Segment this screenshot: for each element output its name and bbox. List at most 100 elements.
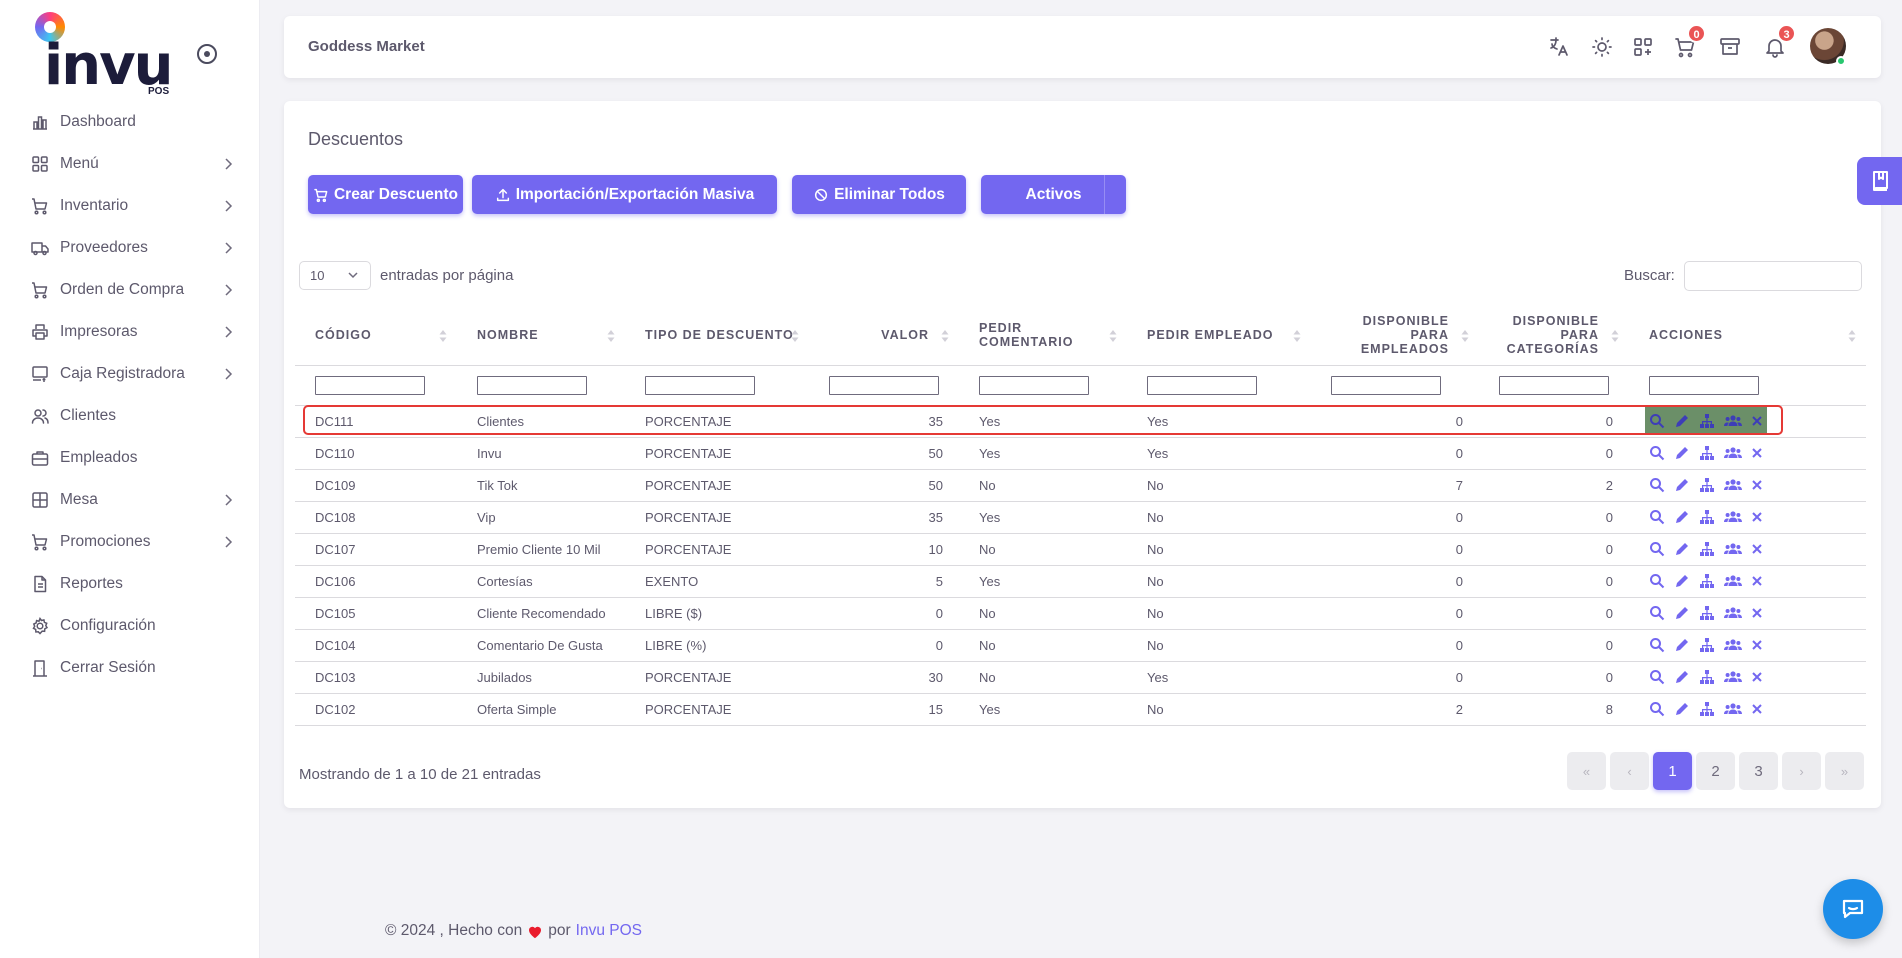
sidebar-toggle-icon[interactable] bbox=[197, 44, 217, 64]
table-row[interactable]: DC111 Clientes PORCENTAJE 35 Yes Yes 0 0 bbox=[295, 405, 1866, 438]
hierarchy-icon[interactable] bbox=[1699, 637, 1715, 653]
prev-page-button[interactable]: ‹ bbox=[1610, 752, 1649, 790]
edit-pencil-icon[interactable] bbox=[1674, 701, 1690, 717]
column-header-disponible-para-categorias[interactable]: Disponible para Categorías bbox=[1479, 306, 1629, 366]
view-search-icon[interactable] bbox=[1649, 541, 1665, 557]
edit-pencil-icon[interactable] bbox=[1674, 413, 1690, 429]
delete-x-icon[interactable] bbox=[1749, 541, 1765, 557]
column-header-tipo-de-descuento[interactable]: Tipo de Descuento bbox=[625, 306, 809, 366]
page-2-button[interactable]: 2 bbox=[1696, 752, 1735, 790]
edit-pencil-icon[interactable] bbox=[1674, 573, 1690, 589]
delete-x-icon[interactable] bbox=[1749, 701, 1765, 717]
sidebar-item-clientes[interactable]: Clientes bbox=[0, 395, 260, 437]
edit-pencil-icon[interactable] bbox=[1674, 541, 1690, 557]
view-search-icon[interactable] bbox=[1649, 669, 1665, 685]
next-page-button[interactable]: › bbox=[1782, 752, 1821, 790]
users-group-icon[interactable] bbox=[1724, 701, 1742, 717]
column-header-codigo[interactable]: Código bbox=[295, 306, 457, 366]
filter-input-tipo-de-descuento[interactable] bbox=[645, 375, 755, 395]
edit-pencil-icon[interactable] bbox=[1674, 605, 1690, 621]
filter-input-codigo[interactable] bbox=[315, 375, 425, 395]
hierarchy-icon[interactable] bbox=[1699, 541, 1715, 557]
filter-input-valor[interactable] bbox=[829, 375, 939, 395]
table-row[interactable]: DC109 Tik Tok PORCENTAJE 50 No No 7 2 bbox=[295, 469, 1866, 502]
sidebar-item-dashboard[interactable]: Dashboard bbox=[0, 101, 260, 143]
delete-x-icon[interactable] bbox=[1749, 509, 1765, 525]
users-group-icon[interactable] bbox=[1724, 445, 1742, 461]
sidebar-item-impresoras[interactable]: Impresoras bbox=[0, 311, 260, 353]
column-header-pedir-empleado[interactable]: Pedir Empleado bbox=[1127, 306, 1311, 366]
column-header-nombre[interactable]: Nombre bbox=[457, 306, 625, 366]
view-search-icon[interactable] bbox=[1649, 413, 1665, 429]
theme-sun-icon[interactable] bbox=[1590, 35, 1614, 59]
chat-support-button[interactable] bbox=[1823, 879, 1883, 939]
hierarchy-icon[interactable] bbox=[1699, 509, 1715, 525]
table-row[interactable]: DC104 Comentario De Gusta LIBRE (%) 0 No No 0 0 bbox=[295, 629, 1866, 662]
users-group-icon[interactable] bbox=[1724, 637, 1742, 653]
hierarchy-icon[interactable] bbox=[1699, 573, 1715, 589]
table-row[interactable]: DC110 Invu PORCENTAJE 50 Yes Yes 0 0 bbox=[295, 437, 1866, 470]
last-page-button[interactable]: » bbox=[1825, 752, 1864, 790]
users-group-icon[interactable] bbox=[1724, 413, 1742, 429]
users-group-icon[interactable] bbox=[1724, 573, 1742, 589]
sidebar-item-proveedores[interactable]: Proveedores bbox=[0, 227, 260, 269]
delete-x-icon[interactable] bbox=[1749, 637, 1765, 653]
table-row[interactable]: DC105 Cliente Recomendado LIBRE ($) 0 No No 0 0 bbox=[295, 597, 1866, 630]
archive-icon[interactable] bbox=[1718, 35, 1742, 59]
edit-pencil-icon[interactable] bbox=[1674, 669, 1690, 685]
sidebar-item-configuracion[interactable]: Configuración bbox=[0, 605, 260, 647]
sidebar-item-mesa[interactable]: Mesa bbox=[0, 479, 260, 521]
view-search-icon[interactable] bbox=[1649, 509, 1665, 525]
page-3-button[interactable]: 3 bbox=[1739, 752, 1778, 790]
delete-x-icon[interactable] bbox=[1749, 445, 1765, 461]
table-row[interactable]: DC107 Premio Cliente 10 Mil PORCENTAJE 10 No… bbox=[295, 533, 1866, 566]
filter-input-disponible-para-categorias[interactable] bbox=[1499, 375, 1609, 395]
hierarchy-icon[interactable] bbox=[1699, 445, 1715, 461]
sidebar-item-reportes[interactable]: Reportes bbox=[0, 563, 260, 605]
users-group-icon[interactable] bbox=[1724, 477, 1742, 493]
sidebar-item-menu[interactable]: Menú bbox=[0, 143, 260, 185]
view-search-icon[interactable] bbox=[1649, 573, 1665, 589]
table-row[interactable]: DC108 Vip PORCENTAJE 35 Yes No 0 0 bbox=[295, 501, 1866, 534]
delete-x-icon[interactable] bbox=[1749, 413, 1765, 429]
column-header-acciones[interactable]: Acciones bbox=[1629, 306, 1866, 366]
invu-pos-link[interactable]: Invu POS bbox=[575, 922, 642, 939]
sidebar-item-caja-registradora[interactable]: Caja Registradora bbox=[0, 353, 260, 395]
users-group-icon[interactable] bbox=[1724, 509, 1742, 525]
users-group-icon[interactable] bbox=[1724, 605, 1742, 621]
delete-all-button[interactable]: Eliminar Todos bbox=[792, 175, 966, 214]
column-header-valor[interactable]: Valor bbox=[809, 306, 959, 366]
edit-pencil-icon[interactable] bbox=[1674, 477, 1690, 493]
filter-input-disponible-para-empleados[interactable] bbox=[1331, 375, 1441, 395]
first-page-button[interactable]: « bbox=[1567, 752, 1606, 790]
active-filter-dropdown[interactable]: Activos bbox=[981, 175, 1126, 214]
hierarchy-icon[interactable] bbox=[1699, 701, 1715, 717]
hierarchy-icon[interactable] bbox=[1699, 669, 1715, 685]
delete-x-icon[interactable] bbox=[1749, 477, 1765, 493]
page-1-button[interactable]: 1 bbox=[1653, 752, 1692, 790]
delete-x-icon[interactable] bbox=[1749, 669, 1765, 685]
users-group-icon[interactable] bbox=[1724, 541, 1742, 557]
table-row[interactable]: DC103 Jubilados PORCENTAJE 30 No Yes 0 0 bbox=[295, 661, 1866, 694]
view-search-icon[interactable] bbox=[1649, 445, 1665, 461]
sidebar-item-inventario[interactable]: Inventario bbox=[0, 185, 260, 227]
import-export-button[interactable]: Importación/Exportación Masiva bbox=[472, 175, 777, 214]
hierarchy-icon[interactable] bbox=[1699, 477, 1715, 493]
delete-x-icon[interactable] bbox=[1749, 605, 1765, 621]
filter-input-nombre[interactable] bbox=[477, 375, 587, 395]
page-length-select[interactable]: 10 bbox=[299, 261, 371, 290]
cart-icon[interactable] bbox=[1673, 35, 1697, 59]
column-header-disponible-para-empleados[interactable]: Disponible para Empleados bbox=[1311, 306, 1479, 366]
sidebar-item-empleados[interactable]: Empleados bbox=[0, 437, 260, 479]
create-discount-button[interactable]: Crear Descuento bbox=[308, 175, 463, 214]
hierarchy-icon[interactable] bbox=[1699, 413, 1715, 429]
edit-pencil-icon[interactable] bbox=[1674, 509, 1690, 525]
table-row[interactable]: DC102 Oferta Simple PORCENTAJE 15 Yes No 2 8 bbox=[295, 693, 1866, 726]
translate-icon[interactable] bbox=[1547, 35, 1571, 59]
filter-input-pedir-comentario[interactable] bbox=[979, 375, 1089, 395]
hierarchy-icon[interactable] bbox=[1699, 605, 1715, 621]
docs-side-tab[interactable] bbox=[1857, 157, 1902, 205]
view-search-icon[interactable] bbox=[1649, 477, 1665, 493]
shortcuts-grid-icon[interactable] bbox=[1631, 35, 1655, 59]
sidebar-item-orden-de-compra[interactable]: Orden de Compra bbox=[0, 269, 260, 311]
